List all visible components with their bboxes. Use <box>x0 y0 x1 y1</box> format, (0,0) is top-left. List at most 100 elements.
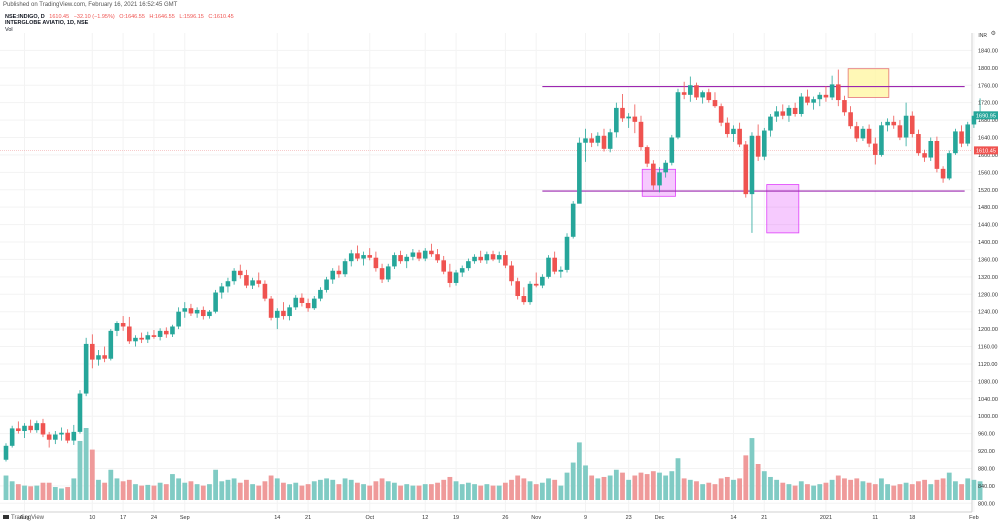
candle-body <box>77 393 83 432</box>
time-tick-label: 10 <box>89 515 95 521</box>
volume-bar <box>786 484 792 500</box>
candle-body <box>971 115 977 125</box>
volume-bar <box>244 479 249 500</box>
volume-bar <box>879 478 884 500</box>
price-tick-label: 1120.00 <box>978 362 997 368</box>
legend-last: 1610.45 <box>49 14 70 20</box>
volume-bar <box>145 484 151 500</box>
volume-bar <box>213 469 219 500</box>
volume-bar <box>558 485 564 500</box>
candle-body <box>879 125 884 155</box>
volume-bar <box>842 478 847 500</box>
volume-bar <box>977 481 983 500</box>
volume-bar <box>946 472 952 500</box>
legend-high: H:1646.55 <box>149 14 175 20</box>
volume-bar <box>490 485 496 500</box>
price-tick-label: 1760.00 <box>978 83 998 89</box>
candle-body <box>725 122 730 135</box>
candle-body <box>496 255 502 260</box>
volume-bar <box>866 482 872 500</box>
volume-bar <box>644 474 650 500</box>
volume-bar <box>885 484 890 500</box>
time-tick-label: 26 <box>502 515 508 521</box>
volume-bar <box>336 484 342 500</box>
candle-body <box>607 132 613 149</box>
symbol-legend: NSE:INDIGO, D 1610.45 −32.10 (−1.95%) O:… <box>5 14 234 20</box>
volume-bar <box>916 481 921 500</box>
candle-body <box>96 355 101 360</box>
candle-body <box>675 92 681 138</box>
volume-bar <box>564 472 570 500</box>
volume-bar <box>922 479 927 500</box>
volume-bar <box>441 479 447 500</box>
candle-body <box>342 261 348 275</box>
volume-bar <box>817 484 823 500</box>
volume-bar <box>342 478 348 500</box>
price-tick-label: 1800.00 <box>978 66 998 72</box>
candle-body <box>872 143 878 155</box>
candle-body <box>392 255 397 267</box>
volume-bar <box>848 479 854 500</box>
time-tick-label: 14 <box>274 515 280 521</box>
volume-bar <box>607 475 613 500</box>
candle-body <box>854 126 860 139</box>
candle-body <box>244 275 249 286</box>
volume-bar <box>250 484 255 500</box>
candle-body <box>916 134 921 154</box>
candle-body <box>842 100 847 113</box>
candle-body <box>521 296 527 303</box>
candle-body <box>133 337 138 342</box>
volume-bar <box>743 455 749 500</box>
volume-bar <box>9 481 15 500</box>
volume-bar <box>737 478 743 500</box>
price-tick-label: 1480.00 <box>978 205 998 211</box>
volume-bar <box>299 485 305 500</box>
volume-bar <box>509 479 514 500</box>
candle-body <box>737 128 742 145</box>
price-tag-bg <box>974 111 998 120</box>
volume-bar <box>219 481 225 500</box>
volume-bar <box>367 485 373 500</box>
candle-body <box>231 270 237 282</box>
volume-bar <box>626 479 632 500</box>
price-tick-label: 880.00 <box>978 466 995 472</box>
volume-bar <box>256 485 262 500</box>
candle-body <box>798 96 804 114</box>
volume-bar <box>65 487 71 500</box>
volume-bar <box>416 485 422 500</box>
candle-body <box>22 425 27 432</box>
candle-body <box>404 256 410 262</box>
candle-body <box>620 107 625 119</box>
candle-body <box>416 252 422 259</box>
candle-body <box>200 309 206 317</box>
gear-icon[interactable]: ⚙ <box>990 31 996 37</box>
volume-bar <box>613 469 619 500</box>
volume-bar <box>546 478 551 500</box>
legend-change: −32.10 (−1.95%) <box>73 14 115 20</box>
candle-body <box>866 128 872 144</box>
price-tick-label: 960.00 <box>978 432 995 438</box>
candle-body <box>274 310 280 318</box>
volume-bar <box>687 479 693 500</box>
candle-body <box>706 92 712 101</box>
volume-bar <box>515 475 521 500</box>
volume-bar <box>829 479 835 500</box>
candle-body <box>601 135 607 149</box>
volume-bar <box>533 484 539 500</box>
volume-bar <box>601 476 607 500</box>
volume-bar <box>774 479 780 500</box>
candle-body <box>743 144 749 195</box>
volume-bar <box>348 479 354 500</box>
candle-body <box>614 107 619 133</box>
volume-bar <box>287 484 292 500</box>
candle-body <box>953 131 958 154</box>
legend-low: L:1596.15 <box>179 14 204 20</box>
volume-bar <box>761 471 767 500</box>
time-tick-label: 23 <box>626 515 632 521</box>
volume-bar <box>940 478 946 500</box>
time-tick-label: 19 <box>453 515 459 521</box>
published-caption: Published on TradingView.com, February 1… <box>3 2 178 8</box>
candle-body <box>694 85 699 98</box>
brand-text: TradingView <box>11 515 45 521</box>
volume-label: Vol <box>5 27 13 33</box>
